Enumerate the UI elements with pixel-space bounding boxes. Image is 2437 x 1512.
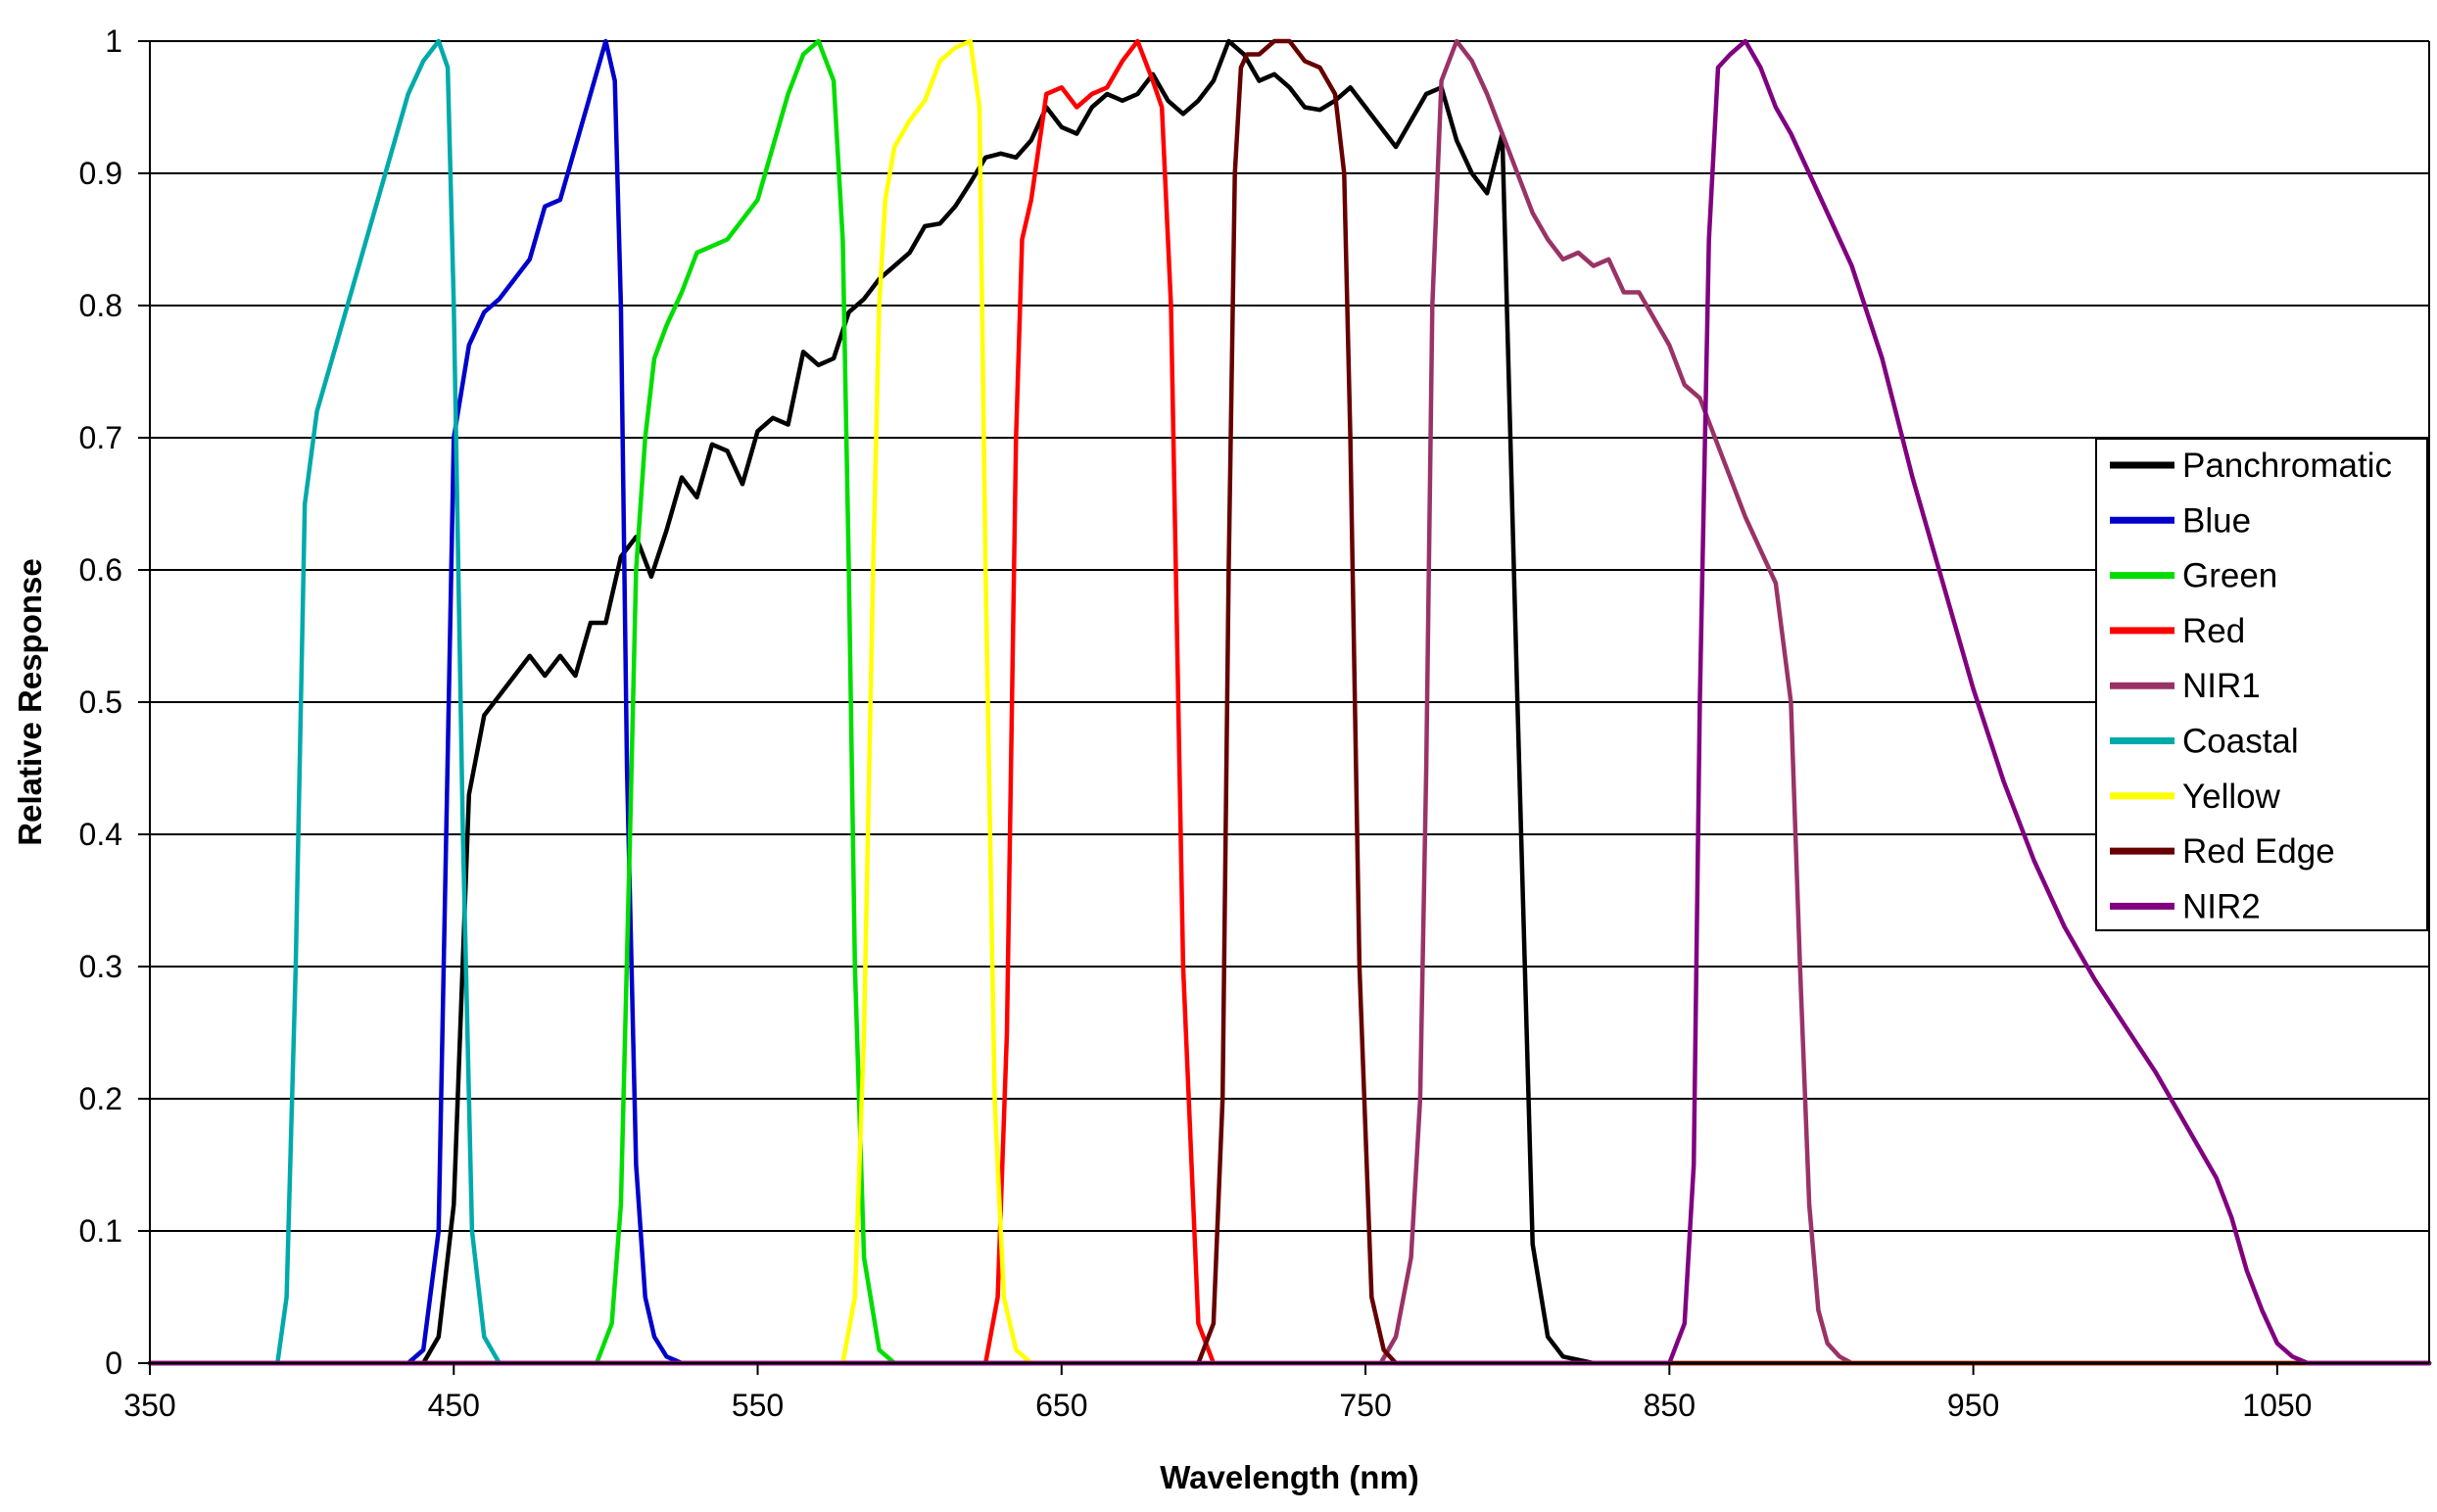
y-tick-label-7: 0.7	[79, 420, 122, 455]
x-tick-label-3: 650	[1035, 1388, 1087, 1423]
y-tick-label-2: 0.2	[79, 1081, 122, 1116]
series-line-green	[147, 38, 2432, 1366]
x-tick-label-6: 950	[1947, 1388, 1999, 1423]
legend-label-6: Yellow	[2182, 778, 2281, 816]
series-line-panchromatic	[147, 38, 2432, 1366]
y-axis-title: Relative Response	[12, 558, 48, 845]
y-tick-label-3: 0.3	[79, 949, 122, 984]
legend: Panchromatic Blue Green Red NIR1 Coastal Yello…	[2095, 438, 2428, 931]
x-axis-title: Wavelength (nm)	[1160, 1459, 1419, 1495]
x-tick-label-4: 750	[1339, 1388, 1391, 1423]
x-tick-label-5: 850	[1644, 1388, 1696, 1423]
tick-labels: 350 450 550 650 750 850 950 1050 0 0.1 0.2 0.3 0.4 0.…	[79, 24, 2313, 1423]
x-tick-label-1: 450	[428, 1388, 480, 1423]
series-line-coastal	[147, 38, 2432, 1366]
axes	[138, 40, 2430, 1375]
legend-label-3: Red	[2182, 612, 2245, 650]
x-tick-label-2: 550	[732, 1388, 784, 1423]
legend-label-7: Red Edge	[2182, 832, 2335, 871]
series-line-nir1	[147, 38, 2432, 1366]
series-lines	[147, 38, 2432, 1366]
y-tick-label-8: 0.8	[79, 288, 122, 323]
x-tick-label-0: 350	[123, 1388, 175, 1423]
y-tick-label-5: 0.5	[79, 685, 122, 720]
legend-label-4: NIR1	[2182, 667, 2261, 705]
y-tick-label-1: 0.1	[79, 1213, 122, 1249]
legend-label-1: Blue	[2182, 501, 2251, 540]
x-tick-label-7: 1050	[2242, 1388, 2312, 1423]
series-line-red-edge	[147, 38, 2432, 1366]
series-line-nir2	[147, 38, 2432, 1366]
legend-label-5: Coastal	[2182, 723, 2299, 761]
y-tick-label-0: 0	[105, 1346, 122, 1381]
y-tick-label-4: 0.4	[79, 817, 122, 852]
y-tick-label-10: 1	[105, 24, 122, 59]
series-line-red	[147, 38, 2432, 1366]
legend-label-2: Green	[2182, 557, 2277, 595]
legend-label-8: NIR2	[2182, 887, 2261, 925]
y-tick-label-9: 0.9	[79, 156, 122, 191]
y-tick-label-6: 0.6	[79, 552, 122, 588]
series-line-yellow	[147, 38, 2432, 1366]
legend-label-0: Panchromatic	[2182, 447, 2392, 485]
gridlines	[150, 40, 2429, 1364]
series-line-blue	[147, 38, 2432, 1366]
